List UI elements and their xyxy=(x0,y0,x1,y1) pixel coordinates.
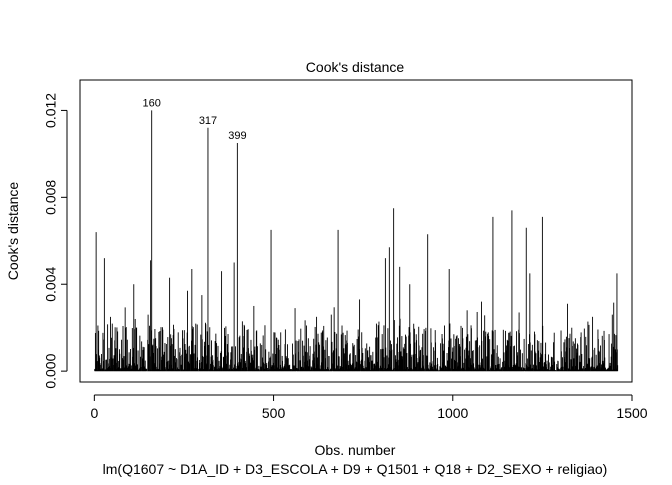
y-tick-label: 0.000 xyxy=(43,353,59,388)
x-axis-label: Obs. number xyxy=(315,442,396,458)
y-tick-label: 0.004 xyxy=(43,267,59,302)
y-tick-label: 0.008 xyxy=(43,180,59,215)
x-tick-label: 1500 xyxy=(616,405,647,421)
peak-label: 160 xyxy=(143,97,161,109)
x-axis: 0 500 1000 1500 xyxy=(90,394,648,421)
model-formula-subtitle: lm(Q1607 ~ D1A_ID + D3_ESCOLA + D9 + Q15… xyxy=(103,461,608,477)
x-tick-label: 0 xyxy=(90,405,98,421)
peak-labels: 160 317 399 xyxy=(143,97,247,142)
chart-title: Cook's distance xyxy=(306,59,405,75)
plot-frame xyxy=(79,79,633,383)
x-tick-label: 1000 xyxy=(437,405,468,421)
y-tick-label: 0.012 xyxy=(43,93,59,128)
peak-label: 399 xyxy=(228,130,246,142)
x-tick-label: 500 xyxy=(262,405,286,421)
peak-label: 317 xyxy=(199,115,217,127)
y-axis-label: Cook's distance xyxy=(5,182,21,281)
y-axis: 0.000 0.004 0.008 0.012 xyxy=(43,93,68,389)
spike-series xyxy=(94,110,619,372)
